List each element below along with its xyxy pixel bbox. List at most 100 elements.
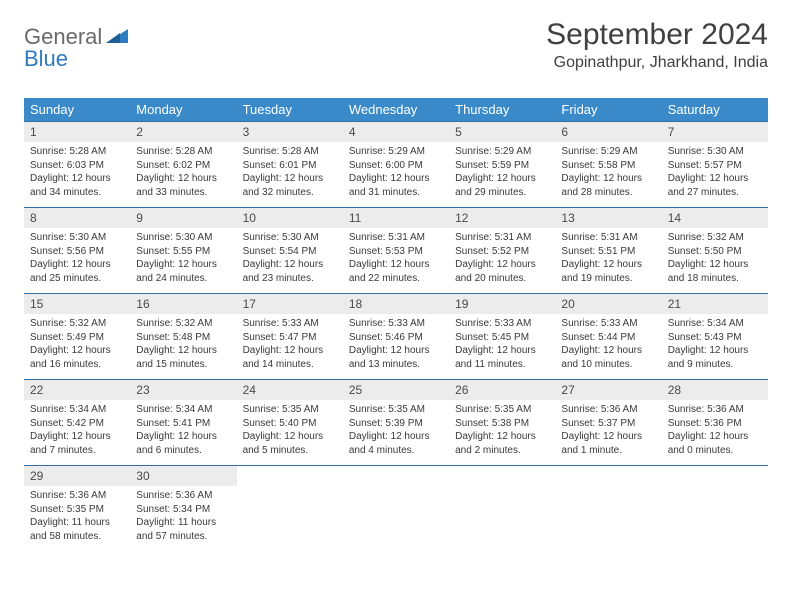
day-cell: 6Sunrise: 5:29 AMSunset: 5:58 PMDaylight… [555,122,661,208]
daylight-text: Daylight: 12 hours and 18 minutes. [668,258,762,285]
day-body: Sunrise: 5:29 AMSunset: 5:58 PMDaylight:… [555,142,661,207]
sunrise-text: Sunrise: 5:28 AM [30,145,124,159]
day-body: Sunrise: 5:33 AMSunset: 5:44 PMDaylight:… [555,314,661,379]
day-number: 20 [555,294,661,314]
sunset-text: Sunset: 5:51 PM [561,245,655,259]
daylight-text: Daylight: 12 hours and 31 minutes. [349,172,443,199]
dow-wednesday: Wednesday [343,98,449,122]
day-body: Sunrise: 5:31 AMSunset: 5:51 PMDaylight:… [555,228,661,293]
day-cell: 1Sunrise: 5:28 AMSunset: 6:03 PMDaylight… [24,122,130,208]
day-cell: 24Sunrise: 5:35 AMSunset: 5:40 PMDayligh… [237,380,343,466]
sunset-text: Sunset: 5:45 PM [455,331,549,345]
daylight-text: Daylight: 12 hours and 0 minutes. [668,430,762,457]
sunset-text: Sunset: 6:00 PM [349,159,443,173]
day-cell [662,466,768,552]
day-body: Sunrise: 5:33 AMSunset: 5:46 PMDaylight:… [343,314,449,379]
sunrise-text: Sunrise: 5:29 AM [455,145,549,159]
day-number: 16 [130,294,236,314]
sunset-text: Sunset: 5:53 PM [349,245,443,259]
sunrise-text: Sunrise: 5:33 AM [561,317,655,331]
day-body: Sunrise: 5:29 AMSunset: 6:00 PMDaylight:… [343,142,449,207]
day-number: 12 [449,208,555,228]
day-body: Sunrise: 5:36 AMSunset: 5:34 PMDaylight:… [130,486,236,551]
sunset-text: Sunset: 5:34 PM [136,503,230,517]
day-body: Sunrise: 5:32 AMSunset: 5:49 PMDaylight:… [24,314,130,379]
sunrise-text: Sunrise: 5:30 AM [668,145,762,159]
day-number: 5 [449,122,555,142]
day-cell: 27Sunrise: 5:36 AMSunset: 5:37 PMDayligh… [555,380,661,466]
day-number: 15 [24,294,130,314]
day-number: 22 [24,380,130,400]
day-cell: 12Sunrise: 5:31 AMSunset: 5:52 PMDayligh… [449,208,555,294]
day-number: 7 [662,122,768,142]
sunrise-text: Sunrise: 5:35 AM [455,403,549,417]
day-cell: 19Sunrise: 5:33 AMSunset: 5:45 PMDayligh… [449,294,555,380]
sunrise-text: Sunrise: 5:28 AM [136,145,230,159]
sunset-text: Sunset: 5:55 PM [136,245,230,259]
day-cell: 23Sunrise: 5:34 AMSunset: 5:41 PMDayligh… [130,380,236,466]
location-text: Gopinathpur, Jharkhand, India [546,54,768,72]
dow-monday: Monday [130,98,236,122]
day-cell: 16Sunrise: 5:32 AMSunset: 5:48 PMDayligh… [130,294,236,380]
day-of-week-row: Sunday Monday Tuesday Wednesday Thursday… [24,98,768,122]
daylight-text: Daylight: 12 hours and 29 minutes. [455,172,549,199]
sunrise-text: Sunrise: 5:36 AM [668,403,762,417]
sunrise-text: Sunrise: 5:32 AM [668,231,762,245]
sunset-text: Sunset: 5:57 PM [668,159,762,173]
daylight-text: Daylight: 11 hours and 57 minutes. [136,516,230,543]
day-body: Sunrise: 5:28 AMSunset: 6:02 PMDaylight:… [130,142,236,207]
daylight-text: Daylight: 12 hours and 27 minutes. [668,172,762,199]
sunset-text: Sunset: 5:58 PM [561,159,655,173]
day-cell: 30Sunrise: 5:36 AMSunset: 5:34 PMDayligh… [130,466,236,552]
sunrise-text: Sunrise: 5:32 AM [136,317,230,331]
daylight-text: Daylight: 12 hours and 28 minutes. [561,172,655,199]
sunrise-text: Sunrise: 5:35 AM [349,403,443,417]
day-cell: 20Sunrise: 5:33 AMSunset: 5:44 PMDayligh… [555,294,661,380]
day-body: Sunrise: 5:35 AMSunset: 5:38 PMDaylight:… [449,400,555,465]
sunset-text: Sunset: 5:42 PM [30,417,124,431]
sunrise-text: Sunrise: 5:33 AM [455,317,549,331]
day-body: Sunrise: 5:36 AMSunset: 5:35 PMDaylight:… [24,486,130,551]
day-cell: 13Sunrise: 5:31 AMSunset: 5:51 PMDayligh… [555,208,661,294]
day-body: Sunrise: 5:30 AMSunset: 5:54 PMDaylight:… [237,228,343,293]
dow-friday: Friday [555,98,661,122]
empty-day [662,466,768,486]
day-body: Sunrise: 5:28 AMSunset: 6:01 PMDaylight:… [237,142,343,207]
daylight-text: Daylight: 12 hours and 13 minutes. [349,344,443,371]
day-number: 26 [449,380,555,400]
day-cell: 7 Sunrise: 5:30 AMSunset: 5:57 PMDaylight… [662,122,768,208]
daylight-text: Daylight: 12 hours and 4 minutes. [349,430,443,457]
day-cell: 4Sunrise: 5:29 AMSunset: 6:00 PMDaylight… [343,122,449,208]
sunset-text: Sunset: 5:49 PM [30,331,124,345]
day-number: 13 [555,208,661,228]
daylight-text: Daylight: 12 hours and 34 minutes. [30,172,124,199]
day-cell: 2Sunrise: 5:28 AMSunset: 6:02 PMDaylight… [130,122,236,208]
day-body: Sunrise: 5:36 AMSunset: 5:36 PMDaylight:… [662,400,768,465]
sunset-text: Sunset: 6:01 PM [243,159,337,173]
day-number: 19 [449,294,555,314]
day-body: Sunrise: 5:28 AMSunset: 6:03 PMDaylight:… [24,142,130,207]
sunrise-text: Sunrise: 5:34 AM [668,317,762,331]
day-body: Sunrise: 5:33 AMSunset: 5:47 PMDaylight:… [237,314,343,379]
day-cell: 3Sunrise: 5:28 AMSunset: 6:01 PMDaylight… [237,122,343,208]
week-row: 1Sunrise: 5:28 AMSunset: 6:03 PMDaylight… [24,122,768,208]
daylight-text: Daylight: 12 hours and 15 minutes. [136,344,230,371]
day-body: Sunrise: 5:33 AMSunset: 5:45 PMDaylight:… [449,314,555,379]
day-cell: 26Sunrise: 5:35 AMSunset: 5:38 PMDayligh… [449,380,555,466]
logo-text-blue: Blue [24,46,68,71]
sunset-text: Sunset: 5:36 PM [668,417,762,431]
day-body: Sunrise: 5:34 AMSunset: 5:41 PMDaylight:… [130,400,236,465]
calendar-table: Sunday Monday Tuesday Wednesday Thursday… [24,98,768,551]
sunset-text: Sunset: 6:02 PM [136,159,230,173]
page-header: General September 2024 Gopinathpur, Jhar… [24,18,768,72]
sunrise-text: Sunrise: 5:33 AM [349,317,443,331]
day-body: Sunrise: 5:34 AMSunset: 5:43 PMDaylight:… [662,314,768,379]
day-number: 10 [237,208,343,228]
sunset-text: Sunset: 5:50 PM [668,245,762,259]
logo-triangle-icon [106,27,128,48]
daylight-text: Daylight: 12 hours and 11 minutes. [455,344,549,371]
day-number: 14 [662,208,768,228]
sunrise-text: Sunrise: 5:36 AM [136,489,230,503]
daylight-text: Daylight: 12 hours and 9 minutes. [668,344,762,371]
daylight-text: Daylight: 12 hours and 23 minutes. [243,258,337,285]
